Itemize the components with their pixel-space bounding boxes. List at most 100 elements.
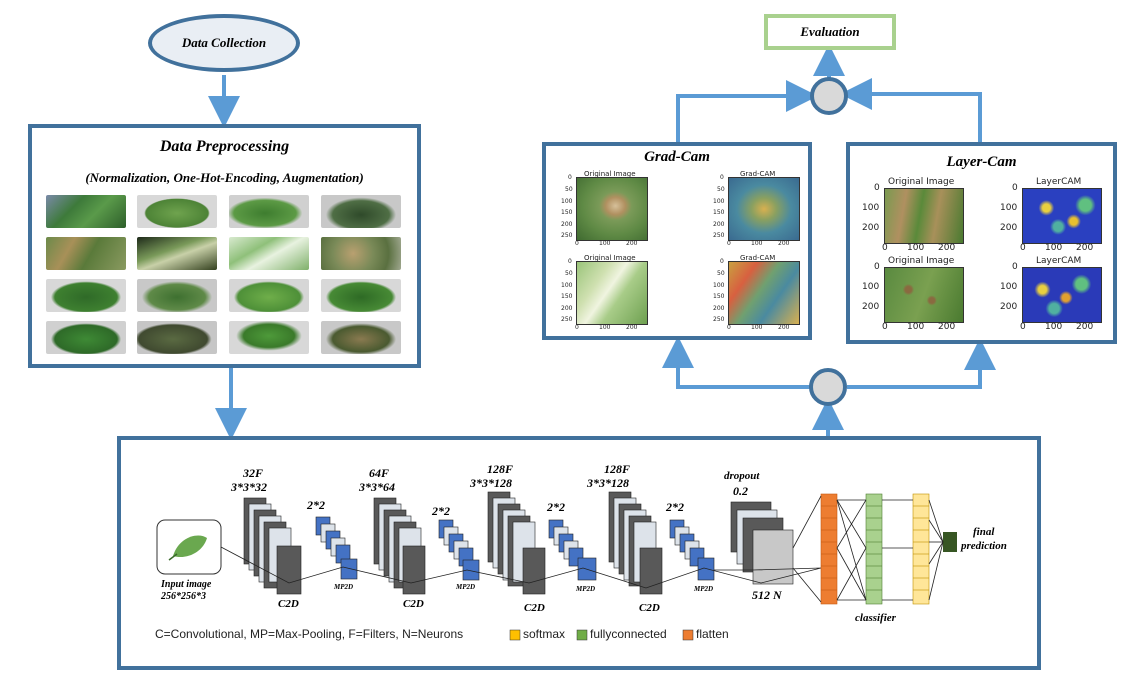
conv-block-1 xyxy=(243,497,302,595)
leaf-image xyxy=(229,321,309,354)
gradcam-panel-title-4: Grad-CAM xyxy=(740,254,776,262)
arrow-circle-to-layercam xyxy=(847,338,996,389)
final-prediction-label-1: final xyxy=(973,526,995,538)
layercam-panel-title-4: LayerCAM xyxy=(1036,256,1082,266)
fullyconnected-layer xyxy=(865,493,883,605)
layercam-panel-title-3: Original Image xyxy=(888,256,955,266)
data-collection-label: Data Collection xyxy=(181,35,267,50)
leaf-image xyxy=(229,195,309,228)
final-prediction-node xyxy=(943,532,957,552)
leaf-image xyxy=(321,237,401,270)
layercam-original-image-1 xyxy=(884,188,964,244)
block2-conv-label: C2D xyxy=(403,598,424,610)
legend-flatten-swatch xyxy=(682,629,694,641)
flatten-fc-connections xyxy=(836,499,867,601)
final-prediction-label-2: prediction xyxy=(961,540,1007,552)
layercam-heatmap-1 xyxy=(1022,188,1102,244)
softmax-final-connections xyxy=(928,499,944,601)
block2-kernel: 3*3*64 xyxy=(359,480,395,494)
neurons-label: 512 N xyxy=(752,588,782,602)
gradcam-heatmap-2 xyxy=(728,261,800,325)
leaf-image xyxy=(137,321,217,354)
data-collection-node: Data Collection xyxy=(148,14,300,72)
leaf-image xyxy=(46,279,126,312)
block3-pool: 2*2 xyxy=(547,500,565,514)
pool-block-2 xyxy=(438,519,480,581)
gradcam-panel-title-2: Grad-CAM xyxy=(740,170,776,178)
layercam-panel-title-2: LayerCAM xyxy=(1036,177,1082,187)
leaf-image xyxy=(46,237,126,270)
legend-fullyconnected-label: fullyconnected xyxy=(590,627,667,641)
block3-kernel: 3*3*128 xyxy=(470,476,512,490)
legend-fullyconnected-swatch xyxy=(576,629,588,641)
evaluation-node: Evaluation xyxy=(764,14,896,50)
legend-softmax-swatch xyxy=(509,629,521,641)
conv-block-4 xyxy=(608,491,663,595)
cnn-legend: C=Convolutional, MP=Max-Pooling, F=Filte… xyxy=(155,627,463,641)
block1-mp-label: MP2D xyxy=(334,583,354,591)
block3-filters: 128F xyxy=(487,462,514,476)
flow-line xyxy=(220,546,822,589)
leaf-image xyxy=(46,195,126,228)
gradcam-original-image-2 xyxy=(576,261,648,325)
block2-pool: 2*2 xyxy=(432,504,450,518)
block2-filters: 64F xyxy=(369,466,390,480)
dropout-block xyxy=(730,501,794,585)
evaluation-label: Evaluation xyxy=(800,24,860,39)
preprocessing-panel: Data Preprocessing (Normalization, One-H… xyxy=(28,124,421,368)
softmax-layer xyxy=(912,493,930,605)
leaf-image xyxy=(229,237,309,270)
layercam-title: Layer-Cam xyxy=(946,154,1017,170)
gradcam-panel-title-3: Original Image xyxy=(584,254,636,262)
fc-softmax-connections xyxy=(882,499,913,601)
preprocessing-title: Data Preprocessing xyxy=(159,138,290,155)
leaf-image xyxy=(321,321,401,354)
input-image-size: 256*256*3 xyxy=(161,591,206,602)
legend-flatten-label: flatten xyxy=(696,627,729,641)
gradcam-title: Grad-Cam xyxy=(644,149,710,165)
block1-kernel: 3*3*32 xyxy=(231,480,267,494)
legend-softmax-label: softmax xyxy=(523,627,566,641)
arrow-gradcam-to-circle xyxy=(676,80,818,142)
leaf-image xyxy=(321,279,401,312)
layercam-panel-title-1: Original Image xyxy=(888,177,955,187)
conv-block-3 xyxy=(487,491,546,595)
merge-circle-top xyxy=(810,77,848,115)
layercam-panel: Layer-Cam Original Image LayerCAM Origin… xyxy=(846,142,1117,344)
gradcam-heatmap-1 xyxy=(728,177,800,241)
split-circle-bottom xyxy=(809,368,847,406)
block4-conv-label: C2D xyxy=(639,602,660,614)
legend-abbreviations: C=Convolutional, MP=Max-Pooling, F=Filte… xyxy=(155,627,464,641)
flatten-layer xyxy=(820,493,838,605)
input-image-label: Input image xyxy=(161,579,212,590)
leaf-image xyxy=(137,279,217,312)
classifier-label: classifier xyxy=(855,612,896,624)
pool-block-4 xyxy=(669,519,715,581)
block3-conv-label: C2D xyxy=(524,602,545,614)
leaf-image xyxy=(137,237,217,270)
leaf-image xyxy=(46,321,126,354)
input-leaf-icon xyxy=(173,535,207,558)
preprocessing-subtitle: (Normalization, One-Hot-Encoding, Augmen… xyxy=(85,170,364,185)
block4-pool: 2*2 xyxy=(666,500,684,514)
block1-conv-label: C2D xyxy=(278,598,299,610)
leaf-image xyxy=(229,279,309,312)
dropout-label: dropout xyxy=(724,470,760,482)
dropout-rate: 0.2 xyxy=(733,484,748,498)
layercam-heatmap-2 xyxy=(1022,267,1102,323)
pool-block-1 xyxy=(315,516,358,580)
block2-mp-label: MP2D xyxy=(456,583,476,591)
arrow-circle-to-gradcam xyxy=(662,336,810,389)
block4-mp-label: MP2D xyxy=(694,585,714,593)
block4-filters: 128F xyxy=(604,462,631,476)
cnn-architecture-panel: Input image 256*256*3 32F 3*3*32 2*2 C2D… xyxy=(117,436,1041,670)
pool-block-3 xyxy=(548,519,597,581)
block4-kernel: 3*3*128 xyxy=(587,476,629,490)
leaf-image xyxy=(137,195,217,228)
conv-block-2 xyxy=(373,497,426,595)
block1-pool: 2*2 xyxy=(307,498,325,512)
block1-filters: 32F xyxy=(243,466,264,480)
leaf-image xyxy=(321,195,401,228)
arrow-layercam-to-circle xyxy=(840,78,982,142)
